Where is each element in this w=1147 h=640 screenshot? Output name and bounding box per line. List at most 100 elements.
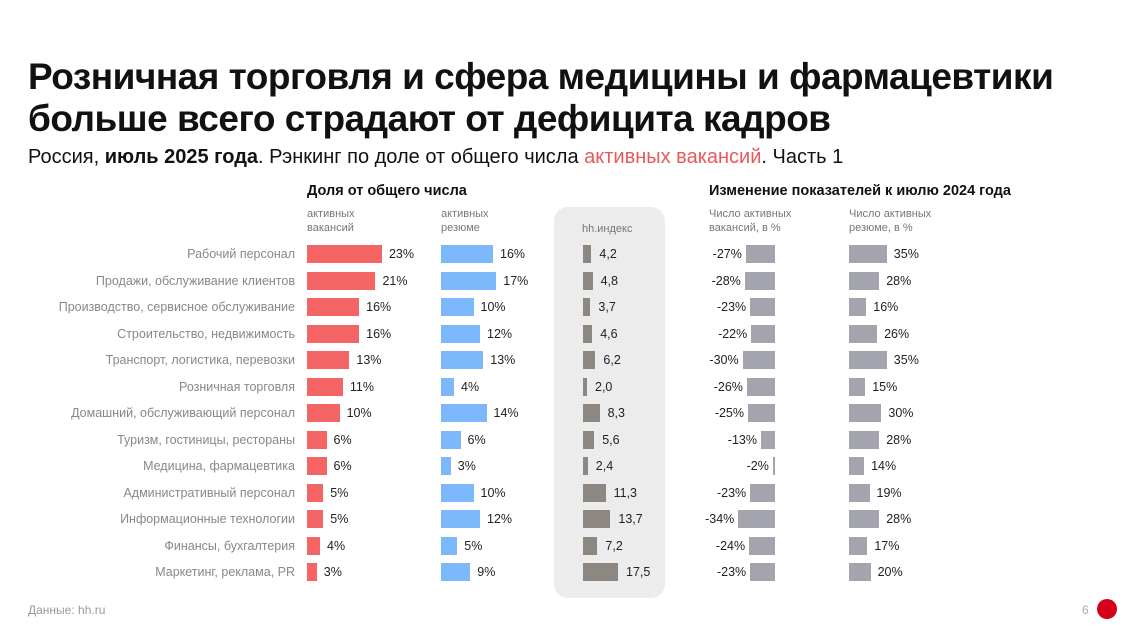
value-label: 2,0 xyxy=(595,379,613,394)
subtitle-text-2: . Рэнкинг по доле от общего числа xyxy=(258,146,585,168)
bar-resumes xyxy=(441,563,471,581)
bar-resume-change xyxy=(849,430,880,449)
value-label: 6% xyxy=(467,432,486,447)
bar-hh-index xyxy=(583,351,596,369)
bar-vacancy-change xyxy=(750,563,775,581)
bar-hh-index xyxy=(583,536,598,555)
bar-hh-index xyxy=(583,271,593,290)
category-label: Информационные технологии xyxy=(120,512,295,526)
bar-hh-index xyxy=(583,404,600,422)
value-label: 6% xyxy=(333,459,352,473)
bar-vacancies xyxy=(307,324,360,343)
bar-vacancies xyxy=(307,245,382,263)
value-label: 4,8 xyxy=(600,273,618,288)
category-label: Домашний, обслуживающий персонал xyxy=(71,406,295,420)
value-label: 8,3 xyxy=(607,406,625,420)
value-label: -13% xyxy=(727,432,757,447)
category-label: Строительство, недвижимость xyxy=(117,326,295,341)
value-label: 35% xyxy=(893,247,919,261)
value-label: 3% xyxy=(323,565,342,579)
category-label: Рабочий персонал xyxy=(187,247,295,261)
value-label: 16% xyxy=(873,300,899,314)
value-label: -23% xyxy=(716,300,747,314)
value-label: 12% xyxy=(487,512,513,526)
value-label: -23% xyxy=(716,565,747,579)
value-label: 11,3 xyxy=(613,485,637,500)
bar-resumes xyxy=(441,351,484,369)
value-label: 28% xyxy=(886,432,912,447)
category-label: Производство, сервисное обслуживание xyxy=(58,300,295,314)
bar-resume-change xyxy=(849,377,866,396)
bar-vacancy-change xyxy=(748,404,775,422)
title-line-1: Розничная торговля и сфера медицины и фа… xyxy=(28,56,1054,97)
bar-vacancy-change xyxy=(742,351,775,369)
value-label: 16% xyxy=(366,300,392,314)
page-number: 6 xyxy=(1082,603,1089,617)
category-label: Административный персонал xyxy=(123,485,295,500)
value-label: 6% xyxy=(333,432,352,447)
value-label: 21% xyxy=(382,273,408,288)
bar-hh-index xyxy=(583,483,606,502)
value-label: 9% xyxy=(477,565,496,579)
value-label: 28% xyxy=(886,512,912,526)
value-label: 14% xyxy=(871,459,897,473)
bar-resumes xyxy=(441,298,474,316)
bar-vacancies xyxy=(307,430,327,449)
value-label: 5% xyxy=(330,485,349,500)
bar-vacancies xyxy=(307,536,321,555)
bar-hh-index xyxy=(583,245,592,263)
value-label: 10% xyxy=(346,406,372,420)
value-label: 13% xyxy=(490,353,516,367)
value-label: -27% xyxy=(712,247,742,261)
bar-hh-index xyxy=(583,324,593,343)
value-label: 4,2 xyxy=(599,247,617,261)
bar-vacancy-change xyxy=(749,536,775,555)
value-label: 15% xyxy=(872,379,898,394)
value-label: 17% xyxy=(503,273,529,288)
bar-vacancy-change xyxy=(772,457,775,475)
value-label: -26% xyxy=(713,379,743,394)
bar-vacancies xyxy=(307,271,376,290)
value-label: 3,7 xyxy=(598,300,616,314)
category-label: Продажи, обслуживание клиентов xyxy=(95,273,295,288)
value-label: 5% xyxy=(464,538,483,553)
bar-resumes xyxy=(441,457,451,475)
bar-resume-change xyxy=(849,404,882,422)
value-label: 5,6 xyxy=(602,432,620,447)
value-label: -23% xyxy=(716,485,747,500)
bar-vacancies xyxy=(307,298,360,316)
value-label: 30% xyxy=(888,406,914,420)
bar-hh-index xyxy=(583,457,588,475)
bar-hh-index xyxy=(583,563,618,581)
value-label: 7,2 xyxy=(605,538,623,553)
value-label: 13% xyxy=(356,353,382,367)
title-line-2: больше всего страдают от дефицита кадров xyxy=(28,98,831,139)
value-label: -34% xyxy=(705,512,735,526)
bar-resumes xyxy=(441,404,487,422)
bar-vacancies xyxy=(307,404,340,422)
bar-vacancies xyxy=(307,510,324,528)
category-label: Медицина, фармацевтика xyxy=(143,459,295,473)
bar-vacancy-change xyxy=(738,510,775,528)
value-label: 4% xyxy=(327,538,346,553)
value-label: -22% xyxy=(718,326,748,341)
group2-title: Изменение показателей к июлю 2024 года xyxy=(709,183,1011,199)
value-label: 20% xyxy=(877,565,903,579)
value-label: -30% xyxy=(709,353,739,367)
bar-resume-change xyxy=(849,298,867,316)
value-label: -24% xyxy=(715,538,746,553)
value-label: 11% xyxy=(349,379,374,394)
column-header: Число активных вакансий, в % xyxy=(709,208,792,234)
value-label: 35% xyxy=(893,353,919,367)
category-label: Финансы, бухгалтерия xyxy=(164,538,295,553)
bar-hh-index xyxy=(583,430,595,449)
value-label: 12% xyxy=(487,326,513,341)
subtitle: Россия, июль 2025 года. Рэнкинг по доле … xyxy=(28,146,843,169)
subtitle-highlight: активных вакансий xyxy=(584,146,762,168)
value-label: 26% xyxy=(884,326,910,341)
value-label: 6,2 xyxy=(603,353,621,367)
bar-vacancies xyxy=(307,457,327,475)
bar-resume-change xyxy=(849,245,887,263)
page-title: Розничная торговля и сфера медицины и фа… xyxy=(28,56,1054,140)
value-label: -25% xyxy=(714,406,744,420)
